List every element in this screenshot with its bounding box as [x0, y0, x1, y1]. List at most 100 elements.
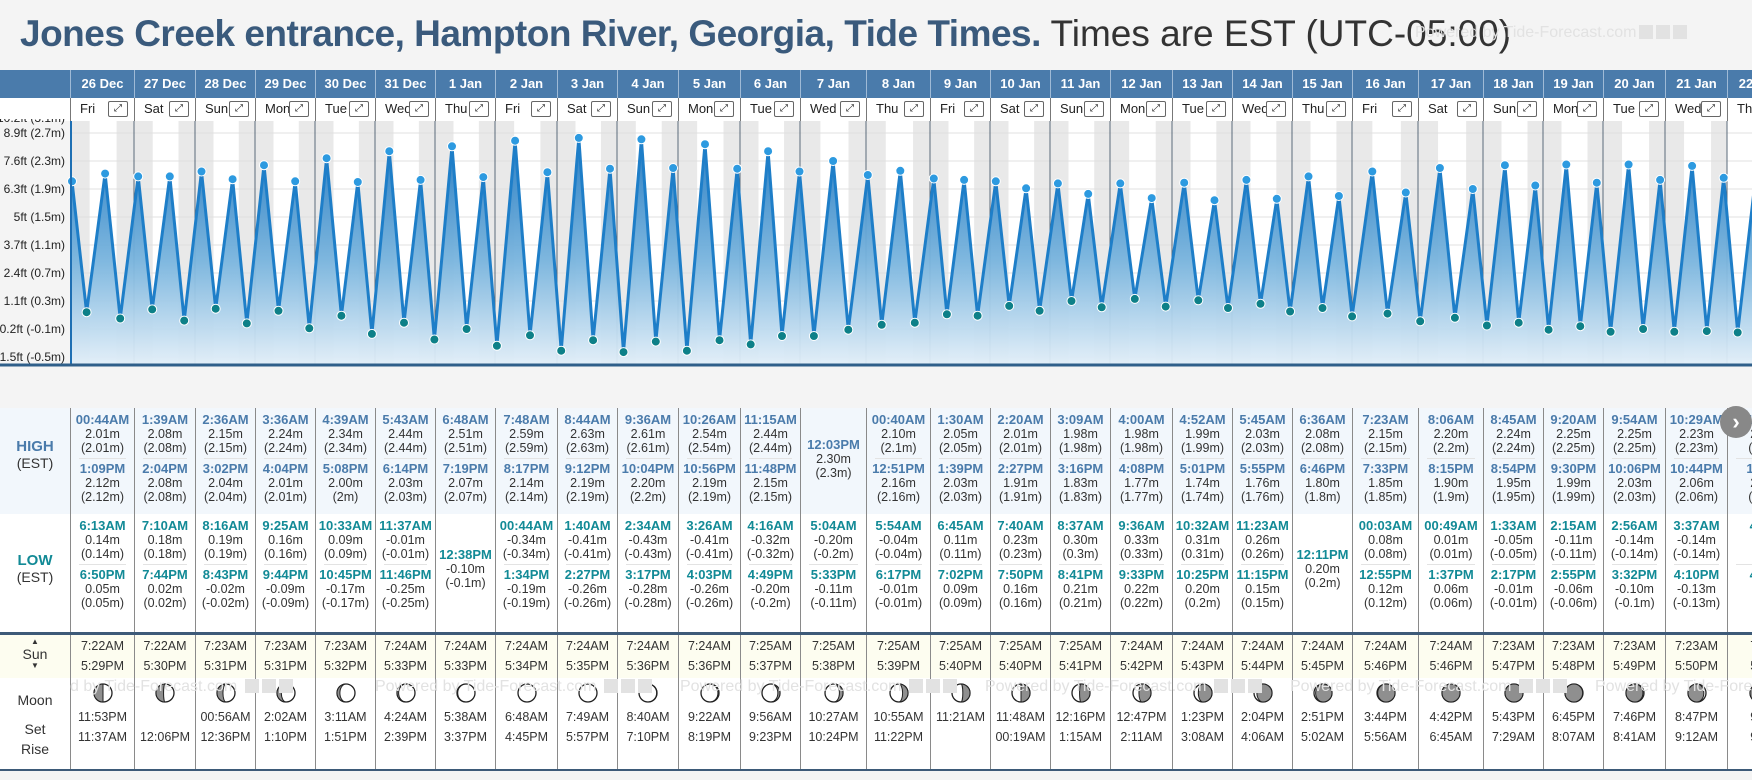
high-tide-entry: 00:40AM 2.10m (2.1m): [867, 413, 930, 456]
expand-day-icon[interactable]: ⤢: [1146, 101, 1166, 117]
weekday-header: Sun ⤢: [195, 98, 255, 121]
low-tide-point: [681, 345, 692, 356]
expand-day-icon[interactable]: ⤢: [774, 101, 794, 117]
tide-time: 12:11PM: [1296, 547, 1349, 562]
tide-height: 1.98m: [1063, 427, 1098, 441]
expand-day-icon[interactable]: ⤢: [1392, 101, 1412, 117]
tide-height-alt: (0.16m): [263, 547, 308, 561]
high-tide-point: [100, 168, 111, 179]
expand-day-icon[interactable]: ⤢: [591, 101, 611, 117]
tide-height-alt: (-0.41m): [563, 547, 612, 561]
expand-day-icon[interactable]: ⤢: [1084, 101, 1104, 117]
weekday-label: Sun: [205, 101, 229, 116]
moonset-time: 1:23PM: [1180, 710, 1225, 724]
tide-time: 00:44AM: [499, 518, 554, 533]
expand-day-icon[interactable]: ⤢: [169, 101, 189, 117]
high-tide-entry: 1:39AM 2.08m (2.08m): [135, 413, 195, 456]
expand-day-icon[interactable]: ⤢: [108, 101, 128, 117]
low-tide-point: [777, 331, 787, 341]
moon-phase-icon: [1070, 683, 1091, 703]
sun-cell: 7:24AM 5:45PM: [1292, 635, 1352, 678]
expand-day-icon[interactable]: ⤢: [840, 101, 860, 117]
tide-height: -0.20m: [751, 582, 790, 596]
expand-day-icon[interactable]: ⤢: [904, 101, 924, 117]
high-tide-entry: 6:14PM 2.03m (2.03m): [376, 462, 435, 505]
tide-time: 9:25AM: [262, 518, 309, 533]
low-tide-point: [366, 328, 377, 339]
moonrise-time: 1:51PM: [323, 730, 368, 744]
y-tick-label: -1.5ft (-0.5m): [0, 350, 65, 364]
watermark-logo-icon: [1247, 679, 1262, 693]
high-tide-cell: 9:54AM 2.25m (2.25m) 10:06PM 2.03m (2.03m): [1603, 408, 1665, 514]
expand-day-icon[interactable]: ⤢: [1266, 101, 1286, 117]
tide-time: 1:40AM: [564, 518, 611, 533]
high-tide-point: [573, 132, 584, 143]
date-header: 17 Jan: [1418, 70, 1483, 98]
low-tide-point: [1382, 308, 1393, 319]
high-tide-point: [763, 146, 774, 157]
moonset-time: 5:38AM: [443, 710, 488, 724]
expand-day-icon[interactable]: ⤢: [1024, 101, 1044, 117]
moon-phase-icon: [1192, 683, 1213, 703]
divider: [384, 564, 427, 565]
expand-day-icon[interactable]: ⤢: [1639, 101, 1659, 117]
low-tide-cell: 12:38PM -0.10m (-0.1m): [435, 514, 495, 632]
tide-height-alt: (1.91m): [998, 490, 1043, 504]
expand-day-icon[interactable]: ⤢: [714, 101, 734, 117]
tide-height: 2.03m: [1617, 476, 1652, 490]
expand-day-icon[interactable]: ⤢: [652, 101, 672, 117]
tide-time: 3:16PM: [1057, 461, 1104, 476]
expand-day-icon[interactable]: ⤢: [1326, 101, 1346, 117]
tide-height: 2.44m: [753, 427, 788, 441]
tide-time: 1:37PM: [1428, 567, 1474, 582]
high-tide-point: [1687, 160, 1698, 171]
high-tide-cell: 9:36AM 2.61m (2.61m) 10:04PM 2.20m (2.2m): [617, 408, 678, 514]
expand-day-icon[interactable]: ⤢: [289, 101, 309, 117]
sunrise-time: 7:24AM: [383, 639, 428, 653]
moonrise-time: 9:23PM: [748, 730, 793, 744]
expand-day-icon[interactable]: ⤢: [964, 101, 984, 117]
low-tide-point: [304, 323, 315, 334]
high-tide-point: [290, 176, 301, 187]
low-tide-entry: 5:04AM -0.20m (-0.2m): [801, 519, 866, 562]
low-tide-cell: 6:45AM 0.11m (0.11m) 7:02PM 0.09m (0.09m): [930, 514, 990, 632]
expand-day-icon[interactable]: ⤢: [229, 101, 249, 117]
low-tide-point: [808, 331, 819, 341]
expand-day-icon[interactable]: ⤢: [1517, 101, 1537, 117]
next-page-button[interactable]: ›: [1720, 406, 1752, 438]
tide-height-alt: (0.01m): [1429, 547, 1473, 561]
sun-cell: 7:24AM 5:46PM: [1418, 635, 1483, 678]
low-tide-cell: 4:16AM -0.32m (-0.32m) 4:49PM -0.20m (-0.2m): [740, 514, 800, 632]
high-tide-point: [1333, 191, 1344, 201]
tide-height: 0.33m: [1124, 533, 1159, 547]
tide-height-alt: (2.2m): [1432, 441, 1470, 455]
expand-day-icon[interactable]: ⤢: [1457, 101, 1477, 117]
sunrise-time: 7:23AM: [1674, 639, 1719, 653]
moon-cell: 7:46PM 8:41AM: [1603, 678, 1665, 769]
tide-time: 4:03PM: [686, 567, 733, 582]
expand-day-icon[interactable]: ⤢: [409, 101, 429, 117]
moon-phase-icon: [699, 683, 720, 703]
tide-height: 2.34m: [328, 427, 363, 441]
expand-day-icon[interactable]: ⤢: [469, 101, 489, 117]
tide-time: 8:44AM: [564, 412, 611, 427]
expand-day-icon[interactable]: ⤢: [349, 101, 369, 117]
weekday-label: Wed: [810, 101, 837, 116]
low-tide-cell: 12:11PM 0.20m (0.2m): [1292, 514, 1352, 632]
high-tide-cell: 10:29AM 2.23m (2.23m) 10:44PM 2.06m (2.06m): [1665, 408, 1727, 514]
watermark-logo-icon: [1535, 679, 1550, 693]
weekday-label: Mon: [688, 101, 714, 116]
high-tide-cell: 11:15AM 2.44m (2.44m) 11:48PM 2.15m (2.15m): [740, 408, 800, 514]
expand-day-icon[interactable]: ⤢: [1577, 101, 1597, 117]
divider: [1492, 564, 1535, 565]
expand-day-icon[interactable]: ⤢: [1206, 101, 1226, 117]
expand-day-icon[interactable]: ⤢: [1701, 101, 1721, 117]
expand-day-icon[interactable]: ⤢: [531, 101, 551, 117]
tide-height-alt: (2.1: [1748, 441, 1752, 455]
weekday-header: Mon ⤢: [1110, 98, 1172, 121]
low-tide-entry: 3:32PM -0.10m (-0.1m): [1604, 568, 1665, 611]
date-header: 2 Jan: [495, 70, 557, 98]
watermark-text: Powered by Tide-Forecast.com: [1415, 24, 1637, 41]
tide-time: 3:37AM: [1673, 518, 1720, 533]
moonrise-time: 4:45PM: [504, 730, 549, 744]
